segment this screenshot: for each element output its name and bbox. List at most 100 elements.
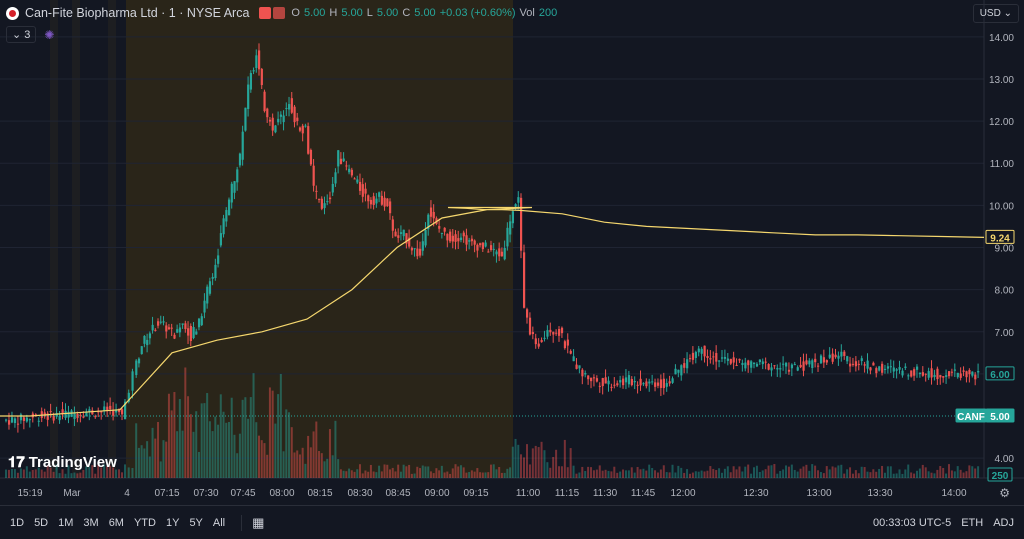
candle-body (225, 210, 228, 222)
volume-bar (509, 467, 512, 478)
volume-bar (578, 472, 581, 478)
range-button-5d[interactable]: 5D (34, 516, 49, 529)
candle-body (747, 360, 750, 366)
adjust-label[interactable]: ADJ (993, 516, 1014, 529)
volume-bar (148, 456, 151, 478)
volume-bar (285, 409, 288, 478)
volume-bar (764, 469, 767, 478)
volume-bar (252, 373, 255, 478)
open-label: O (291, 7, 300, 19)
volume-bar (326, 458, 329, 478)
volume-bar (950, 470, 953, 478)
candle-body (208, 281, 212, 294)
candle-body (703, 345, 706, 357)
sell-flag-icon[interactable] (259, 7, 272, 19)
symbol-title[interactable]: Can-Fite Biopharma Ltd · 1 · NYSE Arca (25, 6, 250, 20)
volume-bar (962, 472, 965, 478)
volume-bar (195, 411, 198, 478)
volume-bar (753, 467, 755, 478)
volume-bar (337, 459, 340, 478)
candle-body (688, 358, 692, 360)
candle-body (843, 351, 846, 356)
volume-bar (898, 469, 901, 478)
buy-flag-icon[interactable] (273, 7, 286, 19)
volume-bar (49, 467, 52, 478)
candle-body (846, 356, 849, 362)
volume-bar (793, 469, 796, 478)
currency-selector[interactable]: USD ⌄ (972, 4, 1019, 23)
candle-body (154, 329, 157, 331)
candle-body (549, 329, 552, 333)
candle-body (211, 276, 214, 279)
candle-body (369, 199, 373, 205)
candle-body (76, 413, 79, 419)
volume-bar (927, 471, 930, 478)
collapse-button[interactable]: ⌄ 3 (6, 26, 37, 43)
range-buttons: 1D 5D 1M 3M 6M YTD 1Y 5Y All (10, 517, 225, 529)
volume-bar (840, 464, 843, 478)
range-button-ytd[interactable]: YTD (133, 516, 156, 529)
settings-gear-icon[interactable]: ⚙ (999, 486, 1010, 500)
volume-bar (633, 472, 636, 478)
range-button-1y[interactable]: 1Y (165, 516, 180, 529)
candle-body (613, 384, 616, 386)
calendar-icon[interactable]: ▦ (241, 514, 264, 531)
candle-body (197, 318, 201, 328)
candle-body (822, 357, 826, 363)
volume-bar (715, 470, 718, 478)
volume-bar (587, 466, 590, 478)
candle-body (103, 406, 106, 412)
candle-body (181, 323, 184, 325)
range-button-3m[interactable]: 3M (83, 516, 99, 529)
candle-body (73, 413, 76, 419)
volume-bar (744, 466, 747, 478)
candle-body (528, 317, 532, 335)
volume-bar (367, 471, 370, 478)
range-button-1m[interactable]: 1M (58, 516, 74, 529)
indicator-toggle[interactable]: ⌄ 3 ✺ (6, 26, 54, 43)
volume-bar (189, 414, 192, 478)
volume-bar (971, 466, 974, 478)
volume-bar (236, 453, 239, 478)
candle-body (301, 125, 304, 134)
range-button-6m[interactable]: 6M (108, 516, 124, 529)
volume-bar (886, 466, 889, 478)
candle-body (16, 423, 20, 425)
status-info: 00:33:03 UTC-5 ETH ADJ (873, 517, 1014, 529)
y-tick-label: 13.00 (989, 75, 1014, 86)
price-chart[interactable]: 14.00 13.00 12.00 11.00 10.00 9.00 8.00 7.00 6.0… (0, 0, 1024, 505)
volume-bar (720, 472, 723, 478)
session-label[interactable]: ETH (961, 516, 984, 529)
volume-bar (192, 431, 195, 478)
indicator-icon[interactable]: ✺ (44, 27, 55, 42)
volume-bar (34, 469, 37, 478)
candle-body (143, 335, 146, 344)
range-button-all[interactable]: All (212, 516, 226, 529)
candle-body (260, 68, 263, 86)
volume-bar (37, 467, 40, 478)
volume-bar (318, 450, 321, 478)
volume-bar (131, 468, 134, 478)
volume-bar (645, 470, 648, 478)
clock-time[interactable]: 00:33:03 UTC-5 (872, 516, 952, 529)
volume-bar (277, 394, 280, 478)
volume-bar (520, 454, 522, 478)
volume-bar (834, 467, 837, 478)
range-button-5y[interactable]: 5Y (189, 516, 203, 529)
candle-body (555, 332, 558, 334)
volume-bar (109, 465, 112, 478)
range-button-1d[interactable]: 1D (10, 516, 25, 529)
volume-bar (904, 469, 907, 478)
volume-bar (203, 403, 206, 478)
candle-body (808, 360, 811, 365)
volume-bar (46, 465, 49, 478)
candle-body (933, 374, 936, 378)
volume-bar (70, 473, 73, 478)
volume-bar (470, 470, 473, 478)
volume-bar (674, 472, 677, 478)
flag-buttons[interactable] (259, 7, 286, 19)
candle-body (691, 352, 695, 360)
y-tick-label: 12.00 (989, 117, 1014, 128)
candle-body (662, 378, 665, 389)
candle-body (255, 55, 258, 69)
